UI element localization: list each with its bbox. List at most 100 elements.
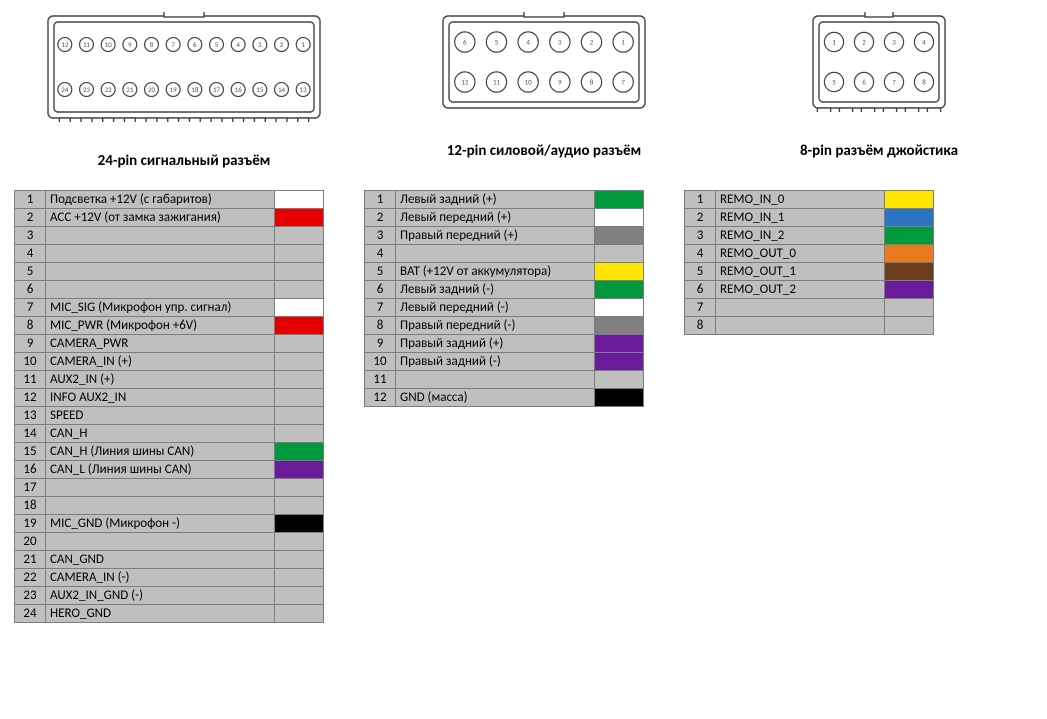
pin-number: 3 xyxy=(365,227,396,245)
pin-number: 7 xyxy=(15,299,46,317)
table-row: 17 xyxy=(15,479,324,497)
pin-number: 17 xyxy=(15,479,46,497)
pin-label: ACC +12V (от замка зажигания) xyxy=(46,209,275,227)
svg-text:19: 19 xyxy=(170,85,178,94)
pin-label: REMO_OUT_1 xyxy=(716,263,885,281)
table-row: 1REMO_IN_0 xyxy=(685,191,934,209)
svg-text:1: 1 xyxy=(832,38,836,47)
svg-text:3: 3 xyxy=(258,40,262,49)
pin-number: 2 xyxy=(685,209,716,227)
pin-number: 5 xyxy=(685,263,716,281)
connector-8pin: 12345678 8-pin разъём джойстика xyxy=(734,12,1024,160)
table-row: 11 xyxy=(365,371,644,389)
pin-label: CAMERA_PWR xyxy=(46,335,275,353)
pin-number: 11 xyxy=(15,371,46,389)
pin-label: REMO_IN_1 xyxy=(716,209,885,227)
svg-text:5: 5 xyxy=(215,40,219,49)
connector-24pin-svg: 121110987654321242322212019181716151413 xyxy=(44,12,324,122)
svg-text:18: 18 xyxy=(191,85,199,94)
pin-number: 4 xyxy=(15,245,46,263)
pin-label: MIC_GND (Микрофон -) xyxy=(46,515,275,533)
table-row: 8MIC_PWR (Микрофон +6V) xyxy=(15,317,324,335)
pin-swatch xyxy=(885,191,934,209)
pin-number: 8 xyxy=(15,317,46,335)
pin-label xyxy=(46,497,275,515)
svg-text:5: 5 xyxy=(495,38,499,47)
pin-number: 20 xyxy=(15,533,46,551)
pin-number: 23 xyxy=(15,587,46,605)
svg-text:16: 16 xyxy=(235,85,243,94)
pin-swatch xyxy=(275,317,324,335)
svg-text:6: 6 xyxy=(862,78,866,87)
pin-number: 14 xyxy=(15,425,46,443)
svg-text:7: 7 xyxy=(892,78,896,87)
connector-12pin: 654321121110987 12-pin силовой/аудио раз… xyxy=(394,12,694,160)
pin-swatch xyxy=(595,299,644,317)
svg-text:4: 4 xyxy=(236,40,240,49)
table-row: 14CAN_H xyxy=(15,425,324,443)
pin-number: 2 xyxy=(365,209,396,227)
pin-number: 1 xyxy=(685,191,716,209)
connector-12pin-title: 12-pin силовой/аудио разъём xyxy=(447,142,641,160)
table-row: 9Правый задний (+) xyxy=(365,335,644,353)
svg-text:22: 22 xyxy=(105,85,113,94)
table-row: 2Левый передний (+) xyxy=(365,209,644,227)
pin-number: 6 xyxy=(685,281,716,299)
connector-24pin: 121110987654321242322212019181716151413 … xyxy=(14,12,354,170)
table-row: 10CAMERA_IN (+) xyxy=(15,353,324,371)
table-row: 12GND (масса) xyxy=(365,389,644,407)
svg-text:6: 6 xyxy=(193,40,197,49)
pin-number: 6 xyxy=(15,281,46,299)
pin-swatch xyxy=(275,497,324,515)
pin-swatch xyxy=(595,209,644,227)
table-row: 12INFO AUX2_IN xyxy=(15,389,324,407)
pin-label: GND (масса) xyxy=(396,389,595,407)
pin-label: CAMERA_IN (-) xyxy=(46,569,275,587)
svg-text:3: 3 xyxy=(558,38,562,47)
svg-text:8: 8 xyxy=(922,78,926,87)
pin-number: 3 xyxy=(15,227,46,245)
svg-text:20: 20 xyxy=(148,85,156,94)
pin-label: AUX2_IN_GND (-) xyxy=(46,587,275,605)
pin-swatch xyxy=(275,461,324,479)
pin-number: 1 xyxy=(365,191,396,209)
pin-label: Правый задний (-) xyxy=(396,353,595,371)
pin-number: 8 xyxy=(685,317,716,335)
pin-swatch xyxy=(275,587,324,605)
svg-text:9: 9 xyxy=(128,40,132,49)
pin-number: 4 xyxy=(685,245,716,263)
pin-swatch xyxy=(275,425,324,443)
pin-label: Подсветка +12V (с габаритов) xyxy=(46,191,275,209)
table-row: 15CAN_H (Линия шины CAN) xyxy=(15,443,324,461)
pin-label: Левый передний (+) xyxy=(396,209,595,227)
table-row: 1Подсветка +12V (с габаритов) xyxy=(15,191,324,209)
pin-number: 24 xyxy=(15,605,46,623)
svg-text:2: 2 xyxy=(280,40,284,49)
pin-number: 22 xyxy=(15,569,46,587)
pin-label xyxy=(396,371,595,389)
svg-text:13: 13 xyxy=(300,85,308,94)
connector-12pin-svg: 654321121110987 xyxy=(439,12,649,112)
pin-label: REMO_OUT_2 xyxy=(716,281,885,299)
svg-text:4: 4 xyxy=(922,38,926,47)
table-row: 5 xyxy=(15,263,324,281)
pin-swatch xyxy=(885,299,934,317)
table-row: 9CAMERA_PWR xyxy=(15,335,324,353)
connector-8pin-title: 8-pin разъём джойстика xyxy=(800,142,958,160)
svg-text:4: 4 xyxy=(526,38,530,47)
pin-number: 7 xyxy=(685,299,716,317)
pin-swatch xyxy=(275,335,324,353)
pin-label xyxy=(46,281,275,299)
pin-number: 9 xyxy=(15,335,46,353)
pin-swatch xyxy=(275,533,324,551)
pin-label: Правый передний (+) xyxy=(396,227,595,245)
pin-swatch xyxy=(275,353,324,371)
pin-swatch xyxy=(275,407,324,425)
pin-number: 2 xyxy=(15,209,46,227)
svg-text:21: 21 xyxy=(126,85,134,94)
pin-number: 9 xyxy=(365,335,396,353)
svg-text:12: 12 xyxy=(61,40,69,49)
pin-swatch xyxy=(595,317,644,335)
svg-text:11: 11 xyxy=(493,78,501,87)
table-row: 5REMO_OUT_1 xyxy=(685,263,934,281)
